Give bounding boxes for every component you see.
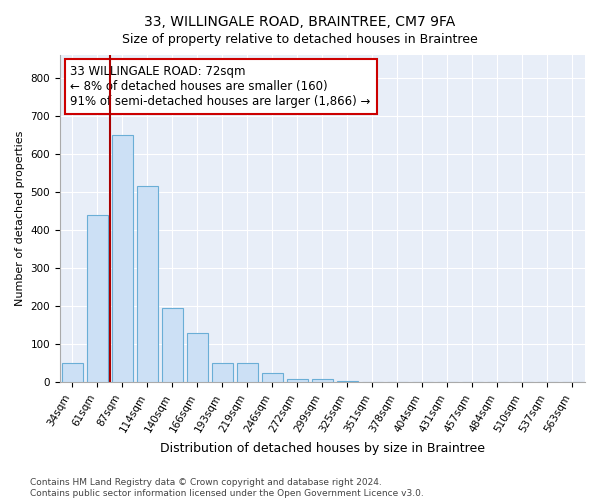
Y-axis label: Number of detached properties: Number of detached properties <box>15 131 25 306</box>
Bar <box>237 364 258 382</box>
Bar <box>312 378 333 382</box>
Bar <box>287 378 308 382</box>
Bar <box>87 215 108 382</box>
Bar <box>162 308 183 382</box>
Text: 33 WILLINGALE ROAD: 72sqm
← 8% of detached houses are smaller (160)
91% of semi-: 33 WILLINGALE ROAD: 72sqm ← 8% of detach… <box>70 65 371 108</box>
Bar <box>62 364 83 382</box>
Text: Size of property relative to detached houses in Braintree: Size of property relative to detached ho… <box>122 32 478 46</box>
Bar <box>262 373 283 382</box>
Bar <box>212 364 233 382</box>
Bar <box>337 380 358 382</box>
Bar <box>187 333 208 382</box>
Text: 33, WILLINGALE ROAD, BRAINTREE, CM7 9FA: 33, WILLINGALE ROAD, BRAINTREE, CM7 9FA <box>145 15 455 29</box>
Bar <box>112 135 133 382</box>
Bar <box>137 186 158 382</box>
Text: Contains HM Land Registry data © Crown copyright and database right 2024.
Contai: Contains HM Land Registry data © Crown c… <box>30 478 424 498</box>
X-axis label: Distribution of detached houses by size in Braintree: Distribution of detached houses by size … <box>160 442 485 455</box>
